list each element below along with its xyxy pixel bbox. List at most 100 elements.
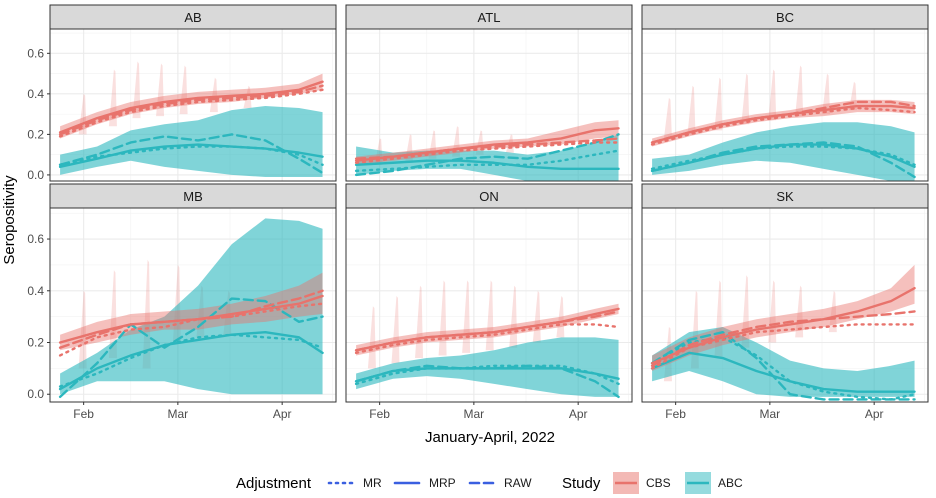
cbs-mr-line xyxy=(354,141,620,164)
cbs-mrp-line xyxy=(58,294,324,344)
panel-on: ON Feb Mar Apr xyxy=(345,183,633,421)
abc-mr-line xyxy=(58,333,324,388)
abc-ribbon xyxy=(60,106,323,177)
plot-area xyxy=(58,218,324,399)
cbs-raw-spike xyxy=(132,61,141,119)
x-tick-label: Feb xyxy=(73,407,94,421)
cbs-raw-spike xyxy=(243,85,252,109)
strip-label: SK xyxy=(776,189,794,204)
cbs-raw-spike xyxy=(828,290,837,333)
cbs-ribbon xyxy=(652,264,915,371)
panel-sk: SK Feb Mar Apr xyxy=(641,183,929,421)
plot-area xyxy=(58,61,324,177)
panel-atl: ATL xyxy=(345,4,633,182)
y-tick-label: 0.4 xyxy=(27,284,44,298)
y-tick-label: 0.2 xyxy=(27,336,44,350)
y-tick-label: 0.2 xyxy=(27,127,44,141)
abc-raw-line xyxy=(58,133,324,175)
panel-border xyxy=(49,207,337,403)
cbs-raw-spike xyxy=(78,290,87,369)
panel-ab: AB 0.0 0.2 0.4 0.6 xyxy=(27,4,337,182)
strip-label: MB xyxy=(183,189,203,204)
abc-raw-line xyxy=(354,133,620,177)
strip-label: BC xyxy=(776,10,794,25)
y-tick-label: 0.0 xyxy=(27,387,44,401)
abc-mrp-line xyxy=(650,143,916,173)
panel-border xyxy=(641,207,929,403)
cbs-raw-line xyxy=(58,84,324,136)
panel-border xyxy=(49,28,337,182)
legend-label-abc: ABC xyxy=(718,476,743,490)
plot-area xyxy=(650,65,916,181)
cbs-ribbon xyxy=(652,99,915,147)
abc-mrp-line xyxy=(354,159,620,171)
y-tick-label: 0.6 xyxy=(27,46,44,60)
cbs-raw-spike xyxy=(108,270,117,359)
x-tick-label: Mar xyxy=(760,407,781,421)
abc-mrp-line xyxy=(354,367,620,383)
abc-ribbon xyxy=(60,218,323,395)
panel-mb: MB 0.0 0.2 0.4 0.6 Feb Mar Apr xyxy=(27,183,337,421)
cbs-mrp-line xyxy=(58,80,324,134)
y-tick-label: 0.6 xyxy=(27,232,44,246)
x-axis-title: January-April, 2022 xyxy=(425,429,555,446)
abc-ribbon xyxy=(652,326,915,397)
cbs-raw-spike xyxy=(768,69,777,121)
cbs-mr-line xyxy=(354,323,620,355)
cbs-raw-spike xyxy=(741,73,750,125)
cbs-ribbon xyxy=(356,303,619,356)
plot-area xyxy=(354,280,620,399)
x-tick-label: Apr xyxy=(865,407,884,421)
cbs-ribbon xyxy=(60,73,323,139)
cbs-raw-spike xyxy=(556,295,565,338)
legend: Adjustment MR MRP RAW Study CBS ABC xyxy=(236,472,743,494)
legend-label-raw: RAW xyxy=(504,476,532,490)
x-tick-label: Mar xyxy=(464,407,485,421)
x-tick-label: Apr xyxy=(569,407,588,421)
abc-raw-line xyxy=(58,297,324,399)
panel-border xyxy=(345,28,633,182)
strip-label: ATL xyxy=(478,10,501,25)
panel-border xyxy=(641,28,929,182)
strip-ab xyxy=(49,4,337,30)
cbs-mrp-line xyxy=(650,286,916,365)
strip-atl xyxy=(345,4,633,30)
abc-ribbon xyxy=(652,122,915,181)
plot-area xyxy=(354,120,620,181)
cbs-raw-spike xyxy=(367,306,376,369)
y-axis-title: Seropositivity xyxy=(1,175,18,265)
panel-bc: BC xyxy=(641,4,929,182)
strip-sk xyxy=(641,183,929,209)
y-tick-label: 0.4 xyxy=(27,87,44,101)
legend-label-mrp: MRP xyxy=(429,476,456,490)
abc-mrp-line xyxy=(58,330,324,391)
cbs-mrp-line xyxy=(650,104,916,144)
cbs-raw-spike xyxy=(391,295,400,364)
cbs-raw-spike xyxy=(714,77,723,131)
x-tick-label: Feb xyxy=(369,407,390,421)
cbs-mrp-line xyxy=(354,127,620,162)
cbs-raw-spike xyxy=(663,97,672,139)
strip-label: AB xyxy=(184,10,201,25)
cbs-raw-spike xyxy=(822,73,831,115)
cbs-raw-spike xyxy=(209,77,218,113)
legend-study-title: Study xyxy=(562,475,601,492)
strip-mb xyxy=(49,183,337,209)
abc-raw-line xyxy=(650,330,916,401)
strip-label: ON xyxy=(479,189,499,204)
legend-label-cbs: CBS xyxy=(646,476,671,490)
cbs-raw-spike xyxy=(532,290,541,343)
abc-mrp-line xyxy=(58,143,324,169)
cbs-mrp-line xyxy=(354,307,620,352)
cbs-raw-spike xyxy=(687,85,696,135)
panel-border xyxy=(345,207,633,403)
plot-area xyxy=(650,264,916,401)
cbs-mr-line xyxy=(58,88,324,138)
y-tick-label: 0.0 xyxy=(27,168,44,182)
legend-adjustment-title: Adjustment xyxy=(236,475,312,492)
cbs-mr-line xyxy=(650,106,916,146)
cbs-raw-line xyxy=(650,310,916,367)
cbs-raw-spike xyxy=(795,65,804,117)
x-tick-label: Mar xyxy=(168,407,189,421)
